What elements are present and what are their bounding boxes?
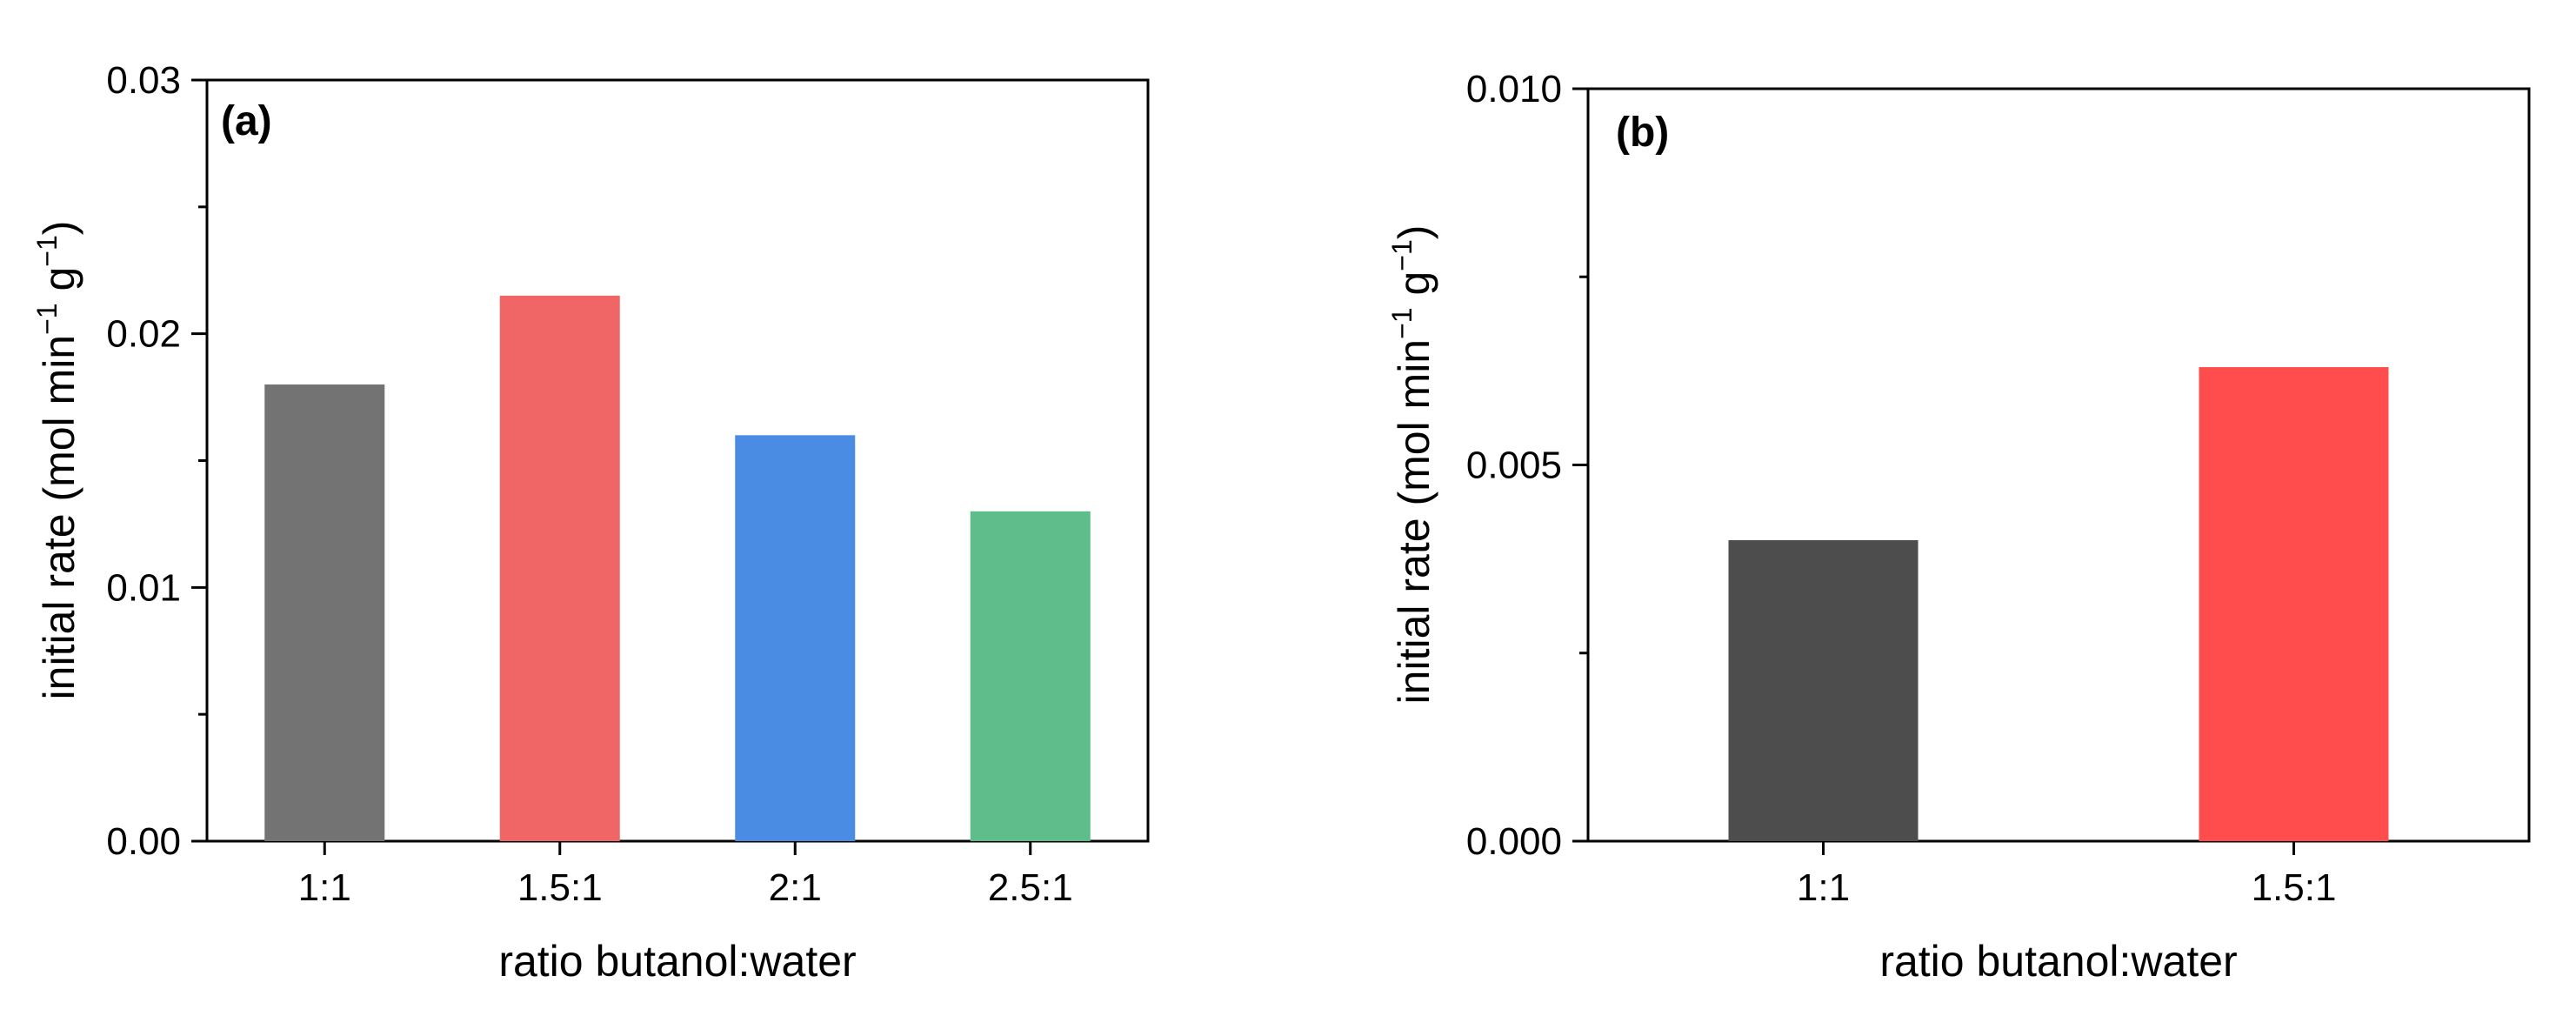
chart-panel-b: 0.000 0.005 0.010 1:1 1.5:1 (b) ratio butan… [1386, 68, 2531, 986]
y-tick-label-a-2: 0.02 [106, 313, 181, 356]
x-tick-label-a-2: 2:1 [769, 866, 822, 909]
x-axis-title-b: ratio butanol:water [1879, 937, 2237, 986]
y-axis-title-b-mid: g [1390, 271, 1438, 308]
y-tick-label-a-3: 0.03 [106, 59, 181, 102]
panel-label-b: (b) [1616, 110, 1669, 156]
x-tick-label-a-1: 1.5:1 [517, 866, 603, 909]
chart-panel-a: 0.00 0.01 0.02 0.03 1:1 1.5:1 2:1 2.5:1 (a) ra… [31, 59, 1150, 986]
y-axis-title-a-sup1: −1 [31, 303, 63, 334]
x-axis-ticks-b: 1:1 1.5:1 [1797, 841, 2337, 909]
y-axis-title-a-main: initial rate (mol min [35, 335, 83, 700]
y-tick-label-a-0: 0.00 [106, 820, 181, 863]
y-tick-label-a-1: 0.01 [106, 566, 181, 609]
bar-a-3 [970, 511, 1091, 841]
y-axis-title-a: initial rate (mol min−1 g−1) [31, 221, 83, 700]
y-axis-ticks-b: 0.000 0.005 0.010 [1466, 68, 1588, 863]
y-axis-title-b-sup1: −1 [1386, 307, 1418, 338]
bar-a-2 [735, 435, 856, 841]
y-axis-title-b-main: initial rate (mol min [1390, 339, 1438, 705]
y-axis-title-b: initial rate (mol min−1 g−1) [1386, 225, 1438, 705]
y-axis-title-a-sup2: −1 [31, 235, 63, 266]
y-axis-title-a-mid: g [35, 267, 83, 304]
y-axis-title-b-sup2: −1 [1386, 239, 1418, 271]
y-tick-label-b-0: 0.000 [1466, 820, 1562, 863]
bar-b-1 [2199, 367, 2389, 841]
x-tick-label-a-0: 1:1 [298, 866, 351, 909]
bar-a-1 [499, 295, 620, 842]
x-axis-ticks-a: 1:1 1.5:1 2:1 2.5:1 [298, 841, 1073, 909]
y-tick-label-b-2: 0.010 [1466, 68, 1562, 110]
y-tick-label-b-1: 0.005 [1466, 444, 1562, 487]
y-axis-title-a-end: ) [35, 221, 83, 236]
y-axis-title-b-end: ) [1390, 225, 1438, 240]
y-axis-ticks-a: 0.00 0.01 0.02 0.03 [106, 59, 207, 863]
x-tick-label-b-1: 1.5:1 [2252, 866, 2337, 909]
panel-label-a: (a) [221, 98, 272, 144]
x-tick-label-b-0: 1:1 [1797, 866, 1850, 909]
bar-b-0 [1728, 540, 1919, 841]
bars-a [264, 295, 1091, 842]
x-tick-label-a-3: 2.5:1 [988, 866, 1073, 909]
bars-b [1728, 367, 2389, 841]
bar-a-0 [264, 384, 385, 841]
x-axis-title-a: ratio butanol:water [498, 937, 856, 986]
